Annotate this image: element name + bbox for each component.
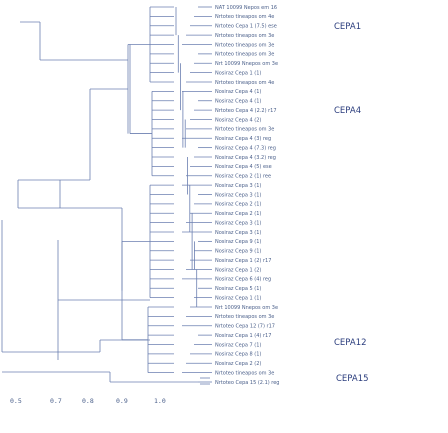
- leaf-label: Nrtoteo tineapos om 3e: [215, 314, 274, 320]
- leaf-label: Nrtoteo tineapos om 3e: [215, 33, 274, 39]
- leaf-label: Nrtoteo tineapos om 3e: [215, 52, 274, 58]
- leaf-labels: NAT 10099 Nepos em 16 Nrtoteo tineapos om…: [215, 5, 280, 386]
- leaf-label: Nrtoteo Cepa 4 (2.2) r17: [215, 108, 277, 114]
- clade-label-cepa12: CEPA12: [334, 338, 367, 348]
- axis-tick-0: 0.5: [10, 397, 22, 405]
- leaf-label: Nrtoteo tineapos om 3e: [215, 127, 274, 133]
- leaf-label: Nosiraz Cepa 6 (4) reg: [215, 277, 271, 283]
- axis-tick-3: 0.9: [116, 397, 128, 405]
- leaf-label: Nosiraz Cepa 9 (1): [215, 249, 261, 255]
- leaf-label: Nosiraz Cepa 2 (1) ree: [215, 174, 271, 180]
- leaf-label: Nrtoteo tineapos om 4e: [215, 80, 274, 86]
- leaf-label: Nosiraz Cepa 7 (1): [215, 342, 261, 348]
- leaf-label: Nrtoteo tineapos om 3e: [215, 370, 274, 376]
- leaf-label: Nrtoteo Cepa 12 (7) r17: [215, 324, 275, 330]
- leaf-label: Nrt 10099 Nnepos om 3e: [215, 305, 278, 311]
- leaf-label: Nosiraz Cepa 1 (4) r17: [215, 333, 271, 339]
- leaf-label: Nosiraz Cepa 1 (1): [215, 70, 261, 76]
- leaf-label: Nosiraz Cepa 4 (1): [215, 89, 261, 95]
- leaf-label: Nosiraz Cepa 4 (3) reg: [215, 136, 271, 142]
- clade-label-cepa4: CEPA4: [334, 106, 361, 116]
- leaf-label: Nrtoteo Cepa 1 (7.5) ese: [215, 24, 277, 30]
- leaf-label: Nosiraz Cepa 3 (1): [215, 220, 261, 226]
- leaf-label: Nosiraz Cepa 1 (2): [215, 267, 261, 273]
- clade-label-cepa15: CEPA15: [336, 374, 369, 384]
- leaf-label: Nrt 10099 Nnepos om 3e: [215, 61, 278, 67]
- tree-branches: [1, 6, 212, 385]
- x-axis: 0.5 0.7 0.8 0.9 1.0: [10, 397, 166, 405]
- leaf-label: Nosiraz Cepa 3 (1): [215, 192, 261, 198]
- leaf-label: Nrtoteo tineapos om 4e: [215, 14, 274, 20]
- leaf-label: Nosiraz Cepa 4 (1): [215, 99, 261, 105]
- leaf-label: Nosiraz Cepa 5 (1): [215, 286, 261, 292]
- leaf-label: Nosiraz Cepa 2 (2): [215, 361, 261, 367]
- axis-tick-4: 1.0: [154, 397, 166, 405]
- clade-label-cepa1: CEPA1: [334, 22, 361, 32]
- leaf-label: Nrtoteo Cepa 15 (2.1) reg: [215, 380, 280, 386]
- leaf-label: Nosiraz Cepa 4 (5) ese: [215, 164, 272, 170]
- leaf-label: Nosiraz Cepa 4 (7.3) reg: [215, 145, 276, 151]
- leaf-label: Nosiraz Cepa 1 (2) r17: [215, 258, 271, 264]
- leaf-label: Nosiraz Cepa 4 (3.2) reg: [215, 155, 276, 161]
- axis-tick-2: 0.8: [82, 397, 94, 405]
- leaf-label: Nosiraz Cepa 1 (1): [215, 295, 261, 301]
- leaf-label: Nosiraz Cepa 4 (2): [215, 117, 261, 123]
- leaf-label: Nosiraz Cepa 8 (1): [215, 352, 261, 358]
- leaf-label: NAT 10099 Nepos em 16: [215, 5, 277, 11]
- leaf-label: Nosiraz Cepa 9 (1): [215, 239, 261, 245]
- leaf-label: Nosiraz Cepa 2 (1): [215, 211, 261, 217]
- leaf-label: Nosiraz Cepa 3 (1): [215, 230, 261, 236]
- axis-tick-1: 0.7: [50, 397, 62, 405]
- leaf-label: Nrtoteo tineapos om 3e: [215, 42, 274, 48]
- leaf-label: Nosiraz Cepa 3 (1): [215, 183, 261, 189]
- leaf-label: Nosiraz Cepa 2 (1): [215, 202, 261, 208]
